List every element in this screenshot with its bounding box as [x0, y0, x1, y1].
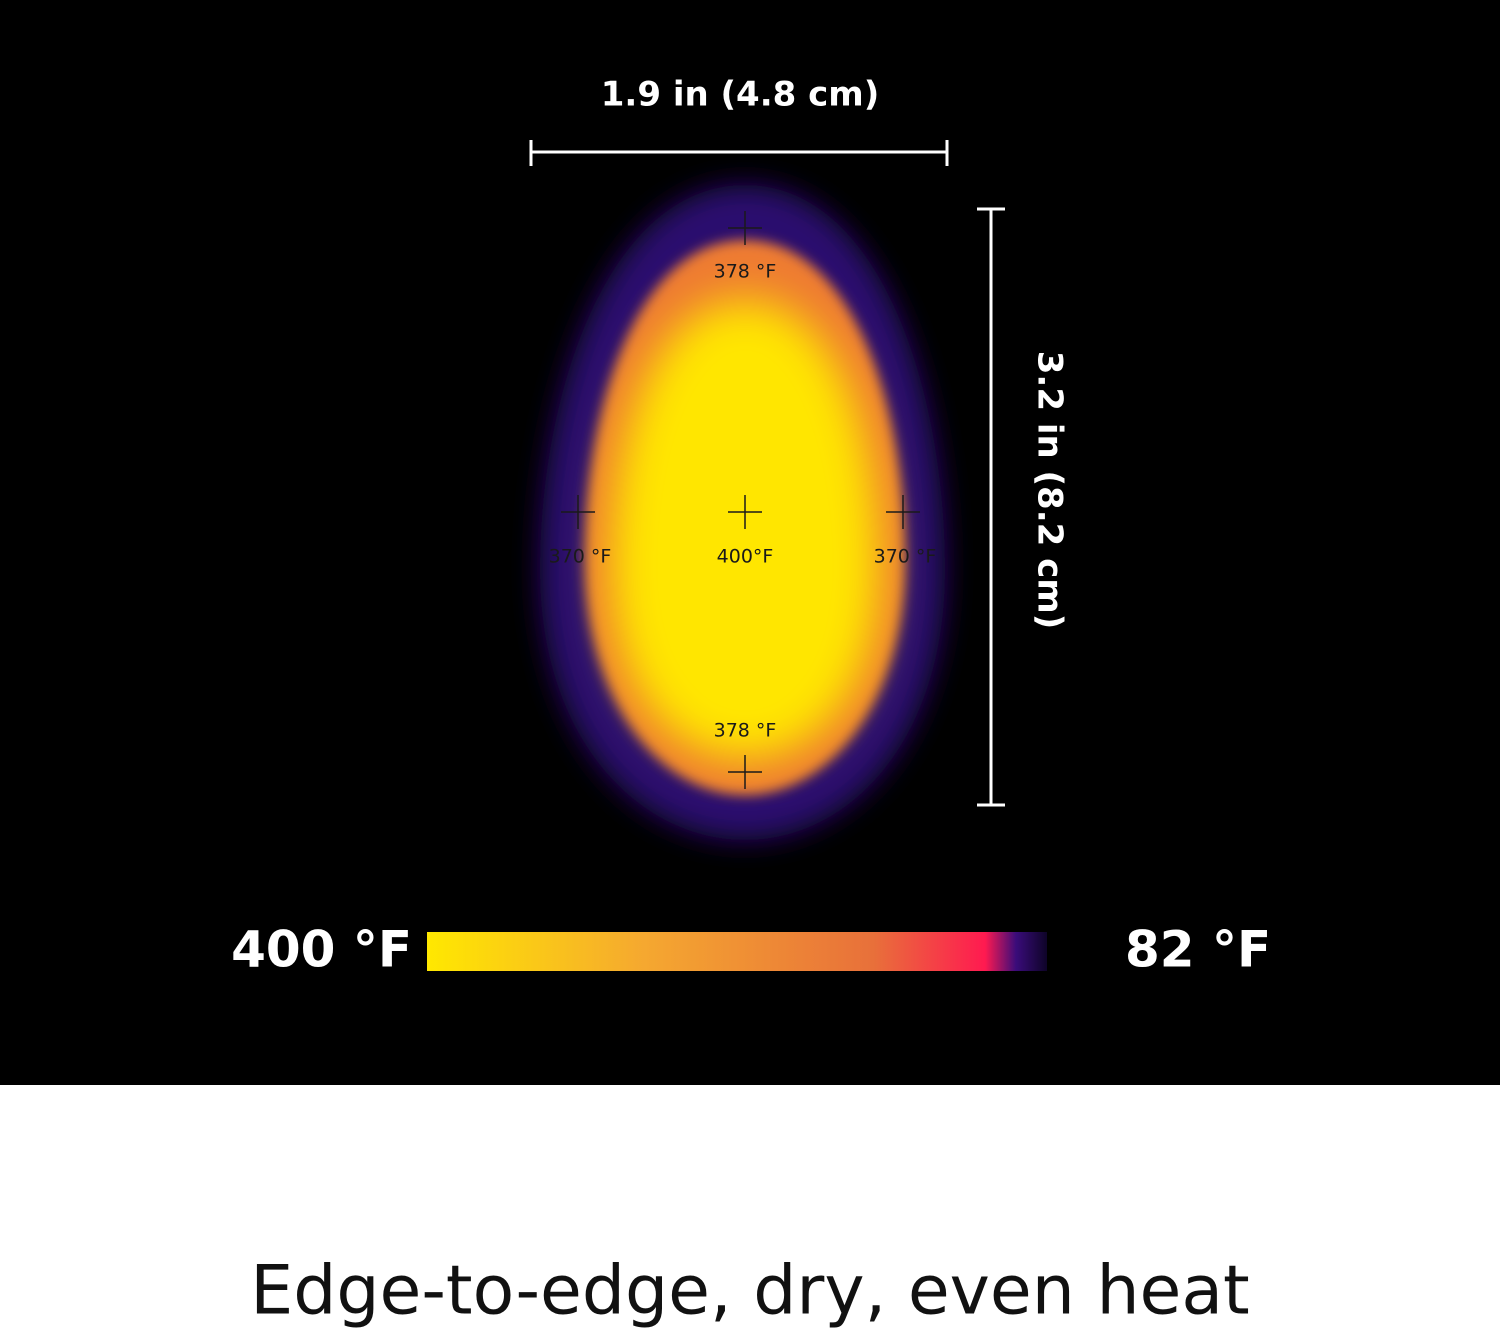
width-label: 1.9 in (4.8 cm) — [601, 75, 880, 115]
color-scale — [427, 932, 1047, 971]
scale-max-label: 400 °F — [231, 921, 412, 979]
point-label: 378 °F — [714, 720, 777, 742]
width-dimension — [529, 140, 949, 166]
height-dimension — [977, 207, 1005, 807]
point-label: 370 °F — [874, 546, 937, 568]
point-label: 370 °F — [549, 546, 612, 568]
caption: Edge-to-edge, dry, even heat — [250, 1252, 1249, 1331]
scale-min-label: 82 °F — [1125, 921, 1271, 979]
crosshairs — [561, 211, 920, 789]
point-label: 378 °F — [714, 261, 777, 283]
point-label: 400°F — [717, 546, 774, 568]
light-panel — [0, 1085, 1500, 1339]
height-label: 3.2 in (8.2 cm) — [1030, 351, 1070, 630]
